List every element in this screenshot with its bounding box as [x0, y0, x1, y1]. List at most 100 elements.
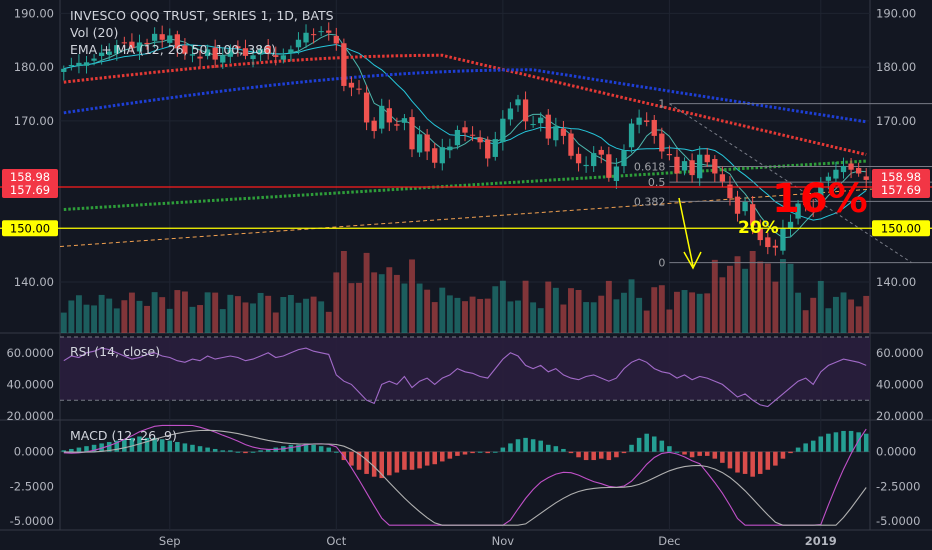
macd-histogram-bar — [243, 451, 248, 454]
macd-histogram-bar — [379, 451, 384, 479]
rsi-tick-right: 40.0000 — [876, 377, 924, 391]
x-tick-label: Nov — [492, 534, 515, 548]
macd-signal-line — [63, 429, 867, 526]
macd-histogram-bar — [651, 436, 657, 452]
rsi-tick-left: 60.0000 — [6, 346, 54, 360]
candle-body — [583, 164, 589, 167]
macd-histogram-bar — [841, 430, 846, 452]
macd-histogram-bar — [720, 451, 725, 463]
volume-bar — [310, 296, 317, 333]
macd-histogram-bar — [152, 437, 157, 452]
candle-body — [318, 31, 324, 33]
rsi-label: RSI (14, close) — [70, 344, 160, 359]
volume-bar — [393, 274, 400, 333]
macd-histogram-bar — [182, 443, 188, 452]
macd-histogram-bar — [727, 451, 733, 469]
macd-histogram-bar — [318, 446, 324, 452]
volume-bar — [469, 296, 476, 333]
big-percent-annotation: 16% — [772, 176, 868, 222]
candle-body — [280, 55, 286, 60]
candle-body — [591, 153, 597, 167]
candle-body — [477, 137, 483, 143]
macd-histogram-bar — [462, 451, 468, 455]
candle-body — [825, 176, 832, 181]
macd-histogram-bar — [91, 444, 97, 452]
x-tick-label: 2019 — [805, 534, 837, 548]
macd-histogram-bar — [568, 451, 574, 454]
macd-histogram-bar — [432, 451, 437, 465]
macd-tick-right: 0.0000 — [876, 445, 916, 459]
macd-histogram-bar — [258, 450, 263, 452]
rsi-tick-right: 20.0000 — [876, 409, 924, 423]
volume-bar — [174, 290, 181, 333]
macd-histogram-bar — [818, 436, 824, 452]
price-badge-text: 157.69 — [10, 183, 50, 197]
candle-body — [848, 163, 854, 170]
price-tick-right: 140.00 — [876, 275, 916, 289]
volume-bar — [636, 297, 643, 333]
small-percent-annotation: 20% — [738, 218, 779, 238]
volume-bar — [628, 279, 635, 333]
macd-histogram-bar — [477, 451, 483, 453]
macd-histogram-bar — [228, 450, 233, 452]
volume-bar — [757, 261, 764, 333]
macd-histogram-bar — [303, 443, 309, 452]
candle-body — [485, 139, 491, 159]
moving-average-line — [63, 68, 867, 124]
macd-histogram-bar — [659, 440, 665, 452]
macd-line — [63, 424, 867, 526]
candle-body — [386, 108, 392, 123]
candle-body — [379, 105, 385, 129]
candle-body — [174, 34, 180, 49]
macd-histogram-bar — [99, 443, 104, 452]
price-tick-right: 190.00 — [876, 6, 916, 20]
candle-body — [712, 159, 718, 174]
macd-histogram-bar — [129, 437, 135, 452]
candle-body — [636, 117, 642, 125]
macd-histogram-bar — [636, 437, 642, 452]
macd-histogram-bar — [349, 451, 354, 466]
candle-body — [227, 49, 233, 57]
volume-bar — [363, 252, 370, 333]
candle-body — [515, 99, 521, 106]
macd-histogram-bar — [689, 451, 695, 458]
volume-bar — [605, 280, 612, 333]
macd-histogram-bar — [583, 451, 589, 461]
macd-histogram-bar — [485, 451, 490, 454]
x-tick-label: Dec — [658, 534, 680, 548]
macd-histogram-bar — [606, 451, 612, 461]
price-badge — [2, 220, 58, 237]
macd-histogram-bar — [250, 451, 256, 453]
price-tick-right: 180.00 — [876, 60, 916, 74]
volume-bar — [499, 280, 506, 333]
macd-histogram-bar — [265, 448, 271, 452]
volume-bar — [189, 306, 196, 333]
candle-body — [780, 228, 786, 251]
candle-body — [795, 203, 801, 219]
macd-histogram-bar — [810, 440, 816, 452]
volume-bar — [325, 311, 332, 333]
volume-bar — [552, 287, 559, 333]
price-badge — [2, 181, 58, 198]
volume-bar — [530, 302, 537, 333]
candle-body — [371, 120, 377, 132]
macd-histogram-bar — [76, 447, 82, 452]
macd-histogram-bar — [742, 451, 748, 474]
volume-bar — [689, 292, 696, 333]
volume-bar — [825, 308, 832, 333]
macd-histogram-bar — [598, 451, 604, 459]
macd-histogram-bar — [553, 446, 559, 452]
macd-histogram-bar — [856, 432, 861, 452]
macd-tick-right: -2.5000 — [876, 479, 920, 493]
macd-histogram-bar — [61, 450, 67, 452]
candle-body — [530, 124, 536, 126]
candle-body — [106, 51, 112, 55]
macd-histogram-bar — [561, 448, 566, 452]
volume-bar — [568, 288, 574, 333]
macd-layer: 0.0000 0.0000 -2.5000 -2.5000 -5.0000 -5.0000 — [10, 424, 920, 528]
candle-body — [121, 42, 127, 44]
volume-bar — [666, 309, 673, 333]
candle-body — [697, 154, 703, 179]
candle-body — [651, 119, 657, 136]
